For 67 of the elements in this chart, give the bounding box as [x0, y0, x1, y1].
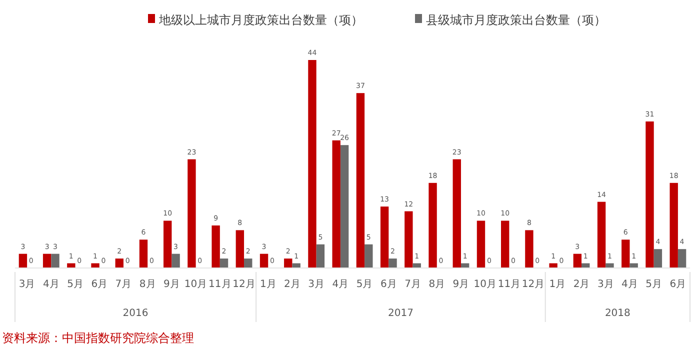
x-tick-label: 4月 — [622, 279, 638, 290]
x-tick-label: 2月 — [284, 279, 300, 290]
x-tick-label: 12月 — [522, 279, 545, 290]
x-tick-label: 3月 — [18, 279, 36, 290]
text: 2016 — [122, 308, 148, 319]
x-tick-label: 10月 — [474, 279, 496, 290]
x-tick-label: 1月 — [549, 279, 566, 290]
bar — [452, 159, 461, 268]
bar — [164, 220, 172, 268]
x-tick-label: 11月 — [208, 279, 232, 290]
bar — [670, 182, 678, 268]
bar — [284, 258, 292, 268]
bar — [654, 249, 662, 268]
bar — [404, 211, 413, 268]
x-tick-label: 5月 — [67, 279, 84, 290]
x-tick-label: 10月 — [184, 279, 208, 290]
x-tick-label: 4月 — [332, 279, 349, 290]
bar — [388, 258, 397, 268]
bar — [646, 121, 654, 268]
bar — [220, 258, 228, 268]
bar — [678, 249, 686, 268]
x-tick-label: 7月 — [404, 279, 421, 290]
bar — [501, 220, 510, 268]
bar — [332, 140, 340, 268]
bar — [115, 258, 124, 268]
x-tick-label: 9月 — [452, 279, 470, 290]
bar — [18, 254, 28, 268]
x-tick-label: 5月 — [646, 279, 662, 290]
bar — [476, 220, 486, 268]
bar — [597, 202, 606, 268]
bar — [622, 240, 630, 268]
x-tick-label: 6月 — [380, 279, 397, 290]
x-tick-label: 11月 — [498, 279, 521, 290]
x-tick-label: 9月 — [164, 279, 180, 290]
x-tick-label: 2月 — [573, 279, 590, 290]
bar — [380, 206, 389, 268]
bar — [573, 254, 582, 268]
text: 2017 — [388, 308, 414, 319]
x-tick-label: 3月 — [597, 279, 614, 290]
bar — [139, 240, 148, 268]
x-tick-label: 8月 — [139, 279, 156, 290]
bar — [364, 244, 373, 268]
x-tick-label: 6月 — [670, 279, 686, 290]
bar — [260, 254, 268, 268]
bar — [525, 230, 534, 268]
x-tick-label: 8月 — [428, 279, 446, 290]
x-tick-label: 12月 — [232, 279, 256, 290]
x-tick-label: 6月 — [91, 279, 108, 290]
bar — [308, 60, 316, 268]
text: 资料来源：中国指数研究院综合整理 — [2, 331, 194, 345]
bar — [236, 230, 244, 268]
x-tick-label: 1月 — [260, 279, 276, 290]
text: 2018 — [604, 308, 630, 319]
bar — [42, 254, 52, 268]
bar — [428, 182, 437, 268]
x-tick-label: 4月 — [42, 279, 60, 290]
bar — [244, 258, 252, 268]
x-tick-label: 3月 — [308, 279, 325, 290]
x-tick-label: 7月 — [115, 279, 132, 290]
bar — [188, 159, 196, 268]
x-tick-label: 5月 — [356, 279, 373, 290]
bar — [212, 225, 220, 268]
bar — [316, 244, 325, 268]
bar — [340, 145, 349, 268]
bar — [51, 254, 60, 268]
bar — [356, 93, 365, 268]
bar — [172, 254, 180, 268]
